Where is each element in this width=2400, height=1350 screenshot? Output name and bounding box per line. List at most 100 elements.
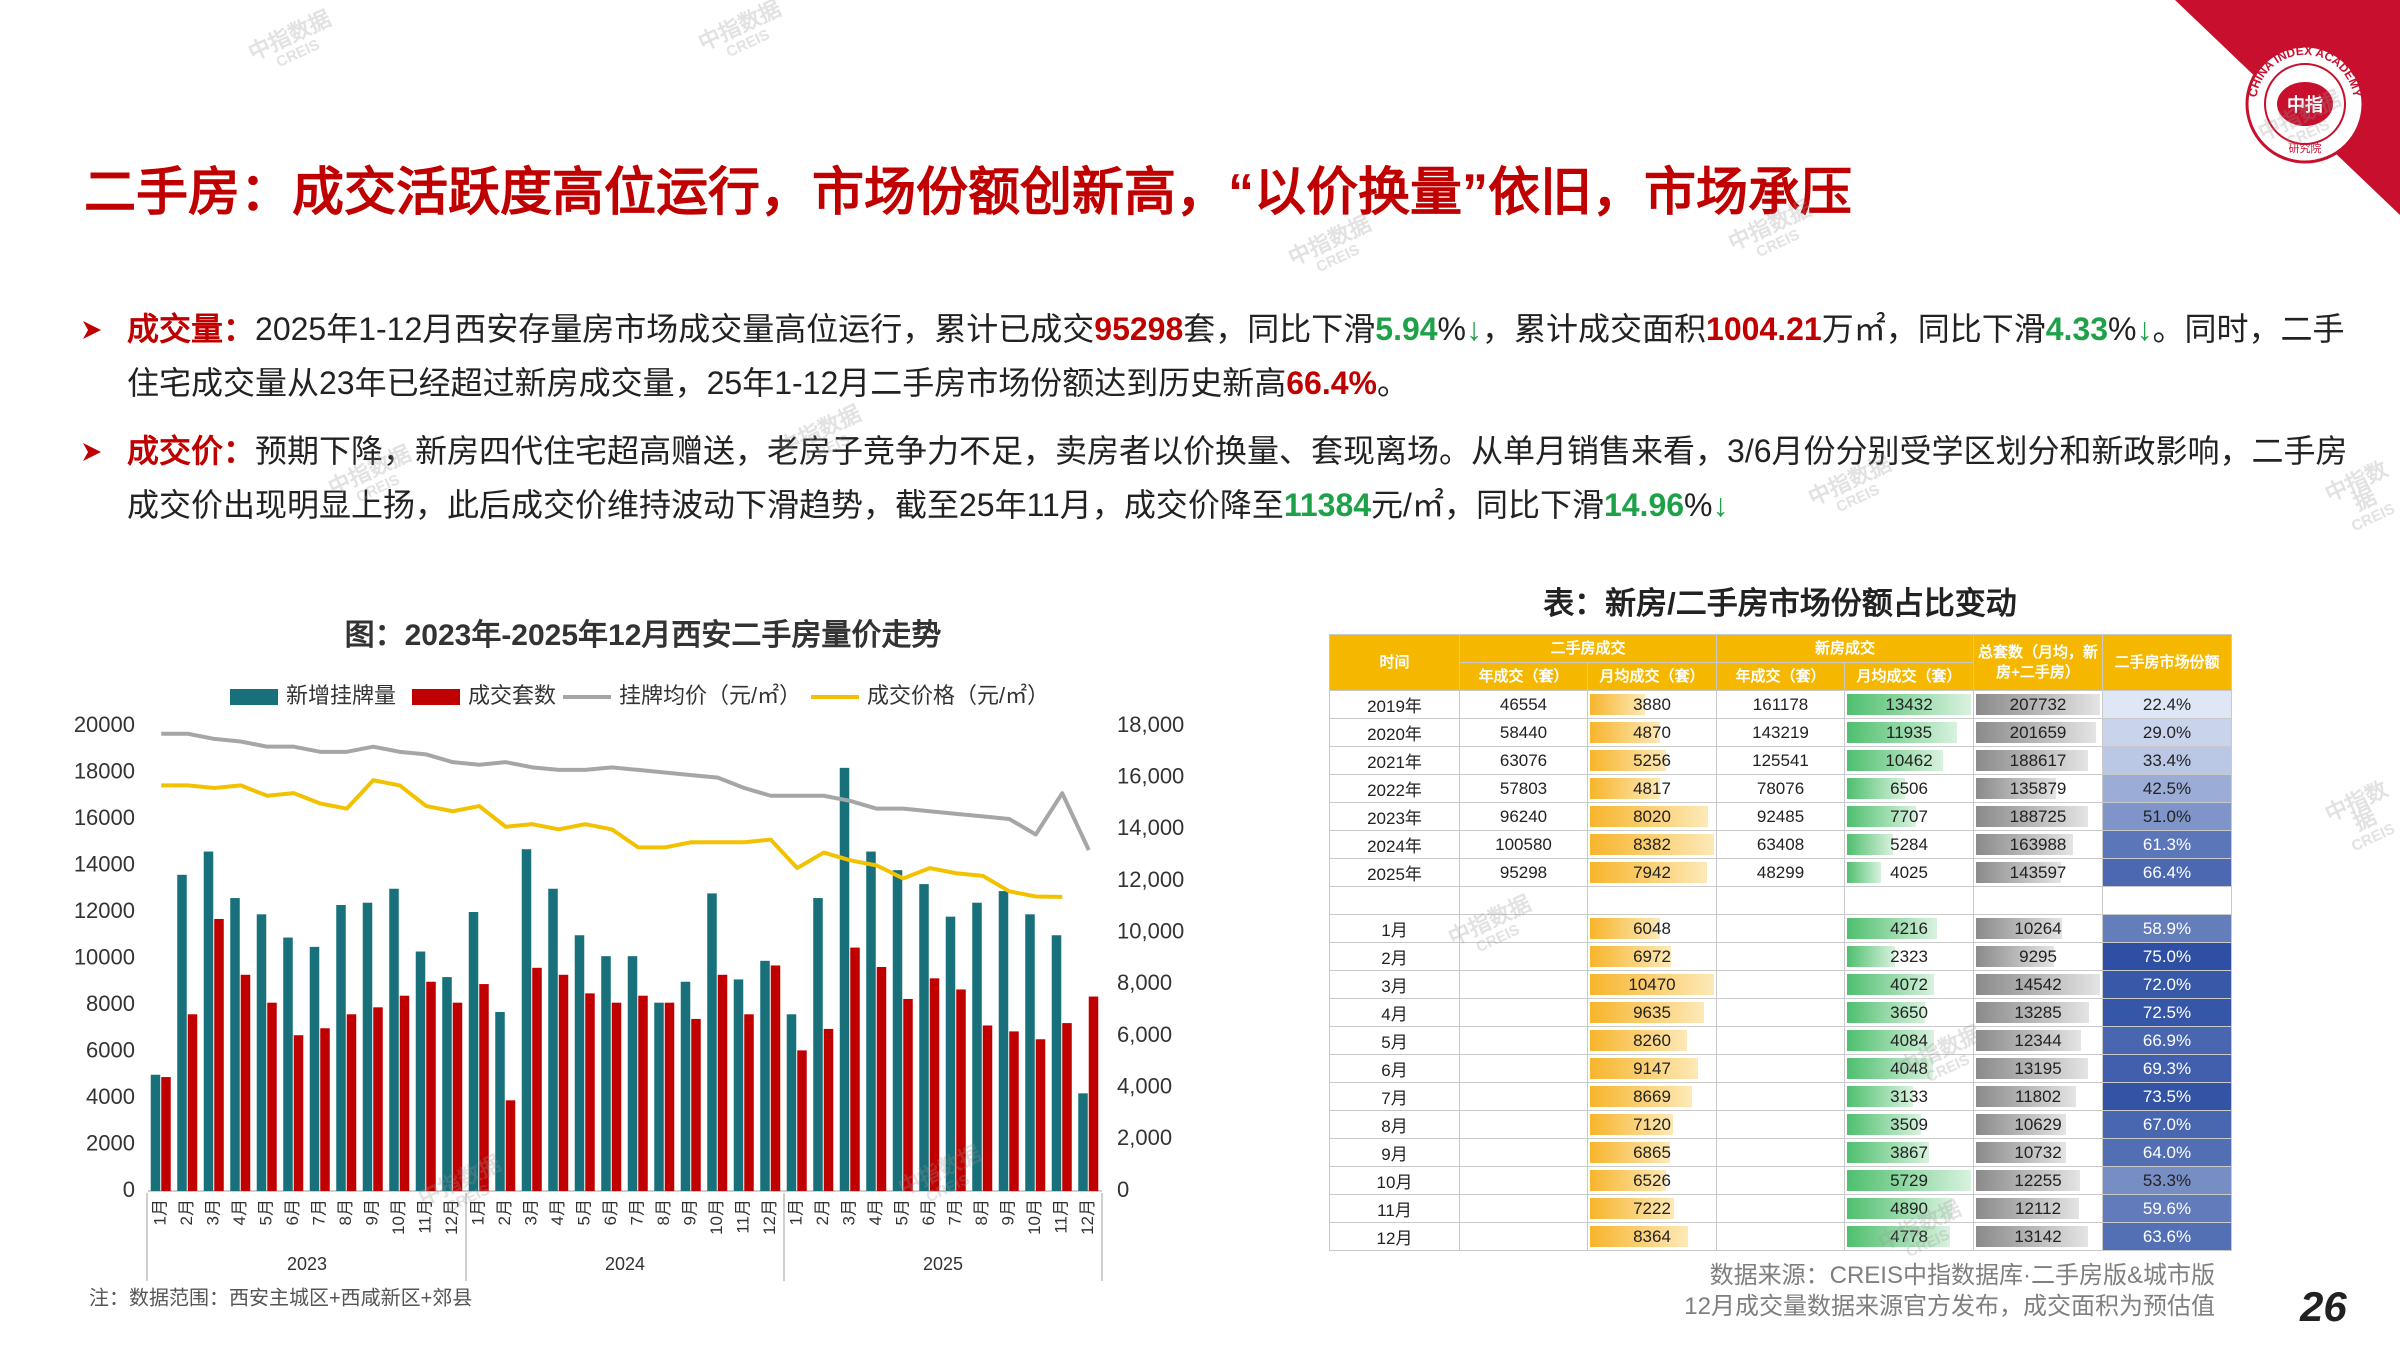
table-cell: 9635 <box>1586 998 1718 1027</box>
bullet: 成交价：预期下降，新房四代住宅超高赠送，老房子竞争力不足，卖房者以价换量、套现离… <box>80 424 2365 532</box>
bullet-text: ↓ <box>1712 487 1729 523</box>
bullet-text: 66.4% <box>1286 365 1377 401</box>
table-cell: 2024年 <box>1329 830 1460 859</box>
bar <box>267 1002 277 1191</box>
x-tick-label: 1月 <box>469 1199 488 1225</box>
table-cell <box>1459 1166 1588 1195</box>
x-tick-label: 8月 <box>654 1199 673 1225</box>
cell-text: 69.3% <box>2142 1058 2192 1078</box>
cell-text: 63076 <box>1499 750 1548 770</box>
cell-text: 78076 <box>1756 778 1805 798</box>
bullet-text: % <box>2107 311 2137 347</box>
data-bar <box>1590 918 1660 939</box>
table-cell: 53.3% <box>2102 1166 2233 1195</box>
cell-text: 4048 <box>1890 1058 1928 1078</box>
table-cell <box>1459 1110 1588 1139</box>
cell-text: 51.0% <box>2142 806 2192 826</box>
table-cell: 3509 <box>1844 1110 1975 1139</box>
cell-text: 2025年 <box>1367 865 1422 884</box>
bar <box>214 918 224 1191</box>
data-bar <box>1590 946 1672 967</box>
x-tick-label: 11月 <box>1052 1199 1071 1234</box>
table-cell: 8260 <box>1586 1026 1718 1055</box>
x-tick-label: 1月 <box>787 1199 806 1225</box>
line-series <box>161 731 1091 851</box>
x-tick-label: 10月 <box>389 1199 408 1235</box>
cell-text: 2023年 <box>1367 809 1422 828</box>
table-row: 7月 8669 3133 11802 73.5% <box>1329 1082 2233 1111</box>
x-tick-label: 9月 <box>363 1199 382 1225</box>
table-cell: 2021年 <box>1329 746 1460 775</box>
cell-text: 9295 <box>2019 946 2057 966</box>
bar <box>585 993 595 1191</box>
table-cell: 10月 <box>1329 1166 1460 1195</box>
header-cell: 月均成交（套） <box>1586 662 1718 691</box>
table-cell: 10470 <box>1586 970 1718 999</box>
table-cell: 7月 <box>1329 1082 1460 1111</box>
table-cell: 6048 <box>1586 914 1718 943</box>
data-bar <box>1590 722 1661 743</box>
legend-label: 成交价格（元/㎡） <box>867 683 1049 708</box>
table-cell <box>1459 970 1588 999</box>
data-bar <box>1976 1198 2079 1219</box>
data-bar <box>1976 918 2063 939</box>
table-row: 10月 6526 5729 12255 53.3% <box>1329 1166 2233 1195</box>
cell-text: 4025 <box>1890 862 1928 882</box>
bar <box>415 951 426 1191</box>
data-bar <box>1847 946 1895 967</box>
x-tick-label: 4月 <box>866 1199 885 1225</box>
cell-text: 10462 <box>1885 750 1933 770</box>
watermark: 中指数据 CREIS <box>2321 776 2400 862</box>
table-cell <box>1716 998 1846 1027</box>
x-tick-label: 3月 <box>204 1199 223 1225</box>
table-cell: 13432 <box>1844 690 1975 719</box>
bar <box>823 1028 834 1191</box>
data-bar <box>1976 1030 2081 1051</box>
table-cell: 14542 <box>1973 970 2104 999</box>
cell-text: 3867 <box>1890 1142 1928 1162</box>
x-tick-label: 9月 <box>681 1199 700 1225</box>
table-row: 8月 7120 3509 10629 67.0% <box>1329 1110 2233 1139</box>
bullet-text: 。同时，二手住宅成交量从23年已经超过新房成交量，25年1-12月二手房市场份额… <box>127 311 2345 401</box>
x-tick-label: 5月 <box>257 1199 276 1225</box>
data-bar <box>1976 1058 2089 1079</box>
cell-text: 8364 <box>1633 1226 1671 1246</box>
bullet-text: % <box>1437 311 1466 347</box>
x-tick-label: 6月 <box>919 1199 938 1225</box>
table-cell: 8月 <box>1329 1110 1460 1139</box>
bullet-label: 成交量： <box>127 311 256 347</box>
table-cell: 13195 <box>1973 1054 2104 1083</box>
chart-note: 注：数据范围：西安主城区+西咸新区+郊县 <box>89 1286 472 1309</box>
data-bar <box>1847 1058 1934 1079</box>
table-cell <box>1459 1138 1588 1167</box>
data-bar <box>1847 1114 1922 1135</box>
table-cell <box>1329 886 1460 915</box>
table-cell <box>1586 886 1718 915</box>
y-tick-label: 16000 <box>74 805 135 830</box>
table-row: 9月 6865 3867 10732 64.0% <box>1329 1138 2233 1167</box>
cell-text: 9635 <box>1633 1002 1671 1022</box>
cell-text: 66.9% <box>2142 1030 2192 1050</box>
table-row: 2021年 63076 5256 125541 10462 188617 33.4% <box>1329 746 2233 775</box>
table-cell: 29.0% <box>2102 718 2233 747</box>
table-cell: 6865 <box>1586 1138 1718 1167</box>
data-bar <box>1590 694 1646 715</box>
x-tick-label: 10月 <box>1025 1199 1044 1235</box>
legend-swatch <box>230 689 278 705</box>
y-tick-label: 12000 <box>74 898 135 923</box>
cell-text: 92485 <box>1756 806 1805 826</box>
table-row: 6月 9147 4048 13195 69.3% <box>1329 1054 2233 1083</box>
table-title: 表：新房/二手房市场份额占比变动 <box>1543 586 2017 621</box>
header-cell: 年成交（套） <box>1459 662 1588 691</box>
table-cell: 63076 <box>1459 746 1588 775</box>
cell-text: 46554 <box>1499 694 1548 714</box>
table-row: 5月 8260 4084 12344 66.9% <box>1329 1026 2233 1055</box>
x-tick-label: 11月 <box>416 1199 435 1234</box>
table-cell: 10462 <box>1844 746 1975 775</box>
table-cell: 63.6% <box>2102 1222 2233 1251</box>
bar <box>707 893 717 1191</box>
legend-label: 挂牌均价（元/㎡） <box>619 683 801 708</box>
share-table: 时间 二手房成交 新房成交 总套数（月均，新房+二手房） 二手房市场份额 年成交（套） 月均… <box>1329 634 2233 1251</box>
table-cell: 48299 <box>1716 858 1846 887</box>
table-cell <box>1459 1082 1588 1111</box>
